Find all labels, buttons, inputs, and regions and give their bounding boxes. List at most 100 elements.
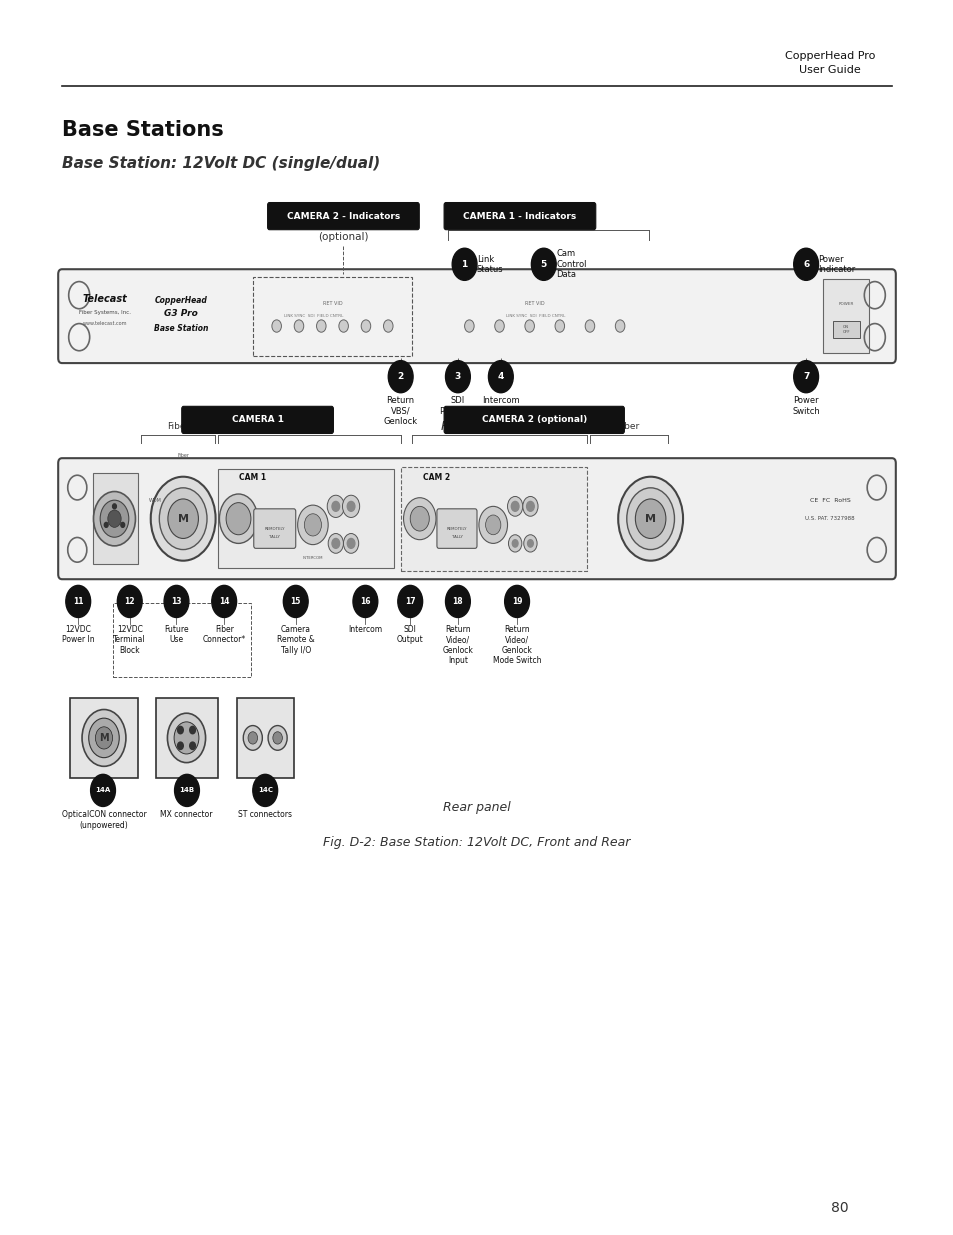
Text: Return
VBS/
Genlock: Return VBS/ Genlock [383, 396, 417, 426]
Text: 14A: 14A [95, 788, 111, 793]
Circle shape [445, 585, 470, 618]
Text: MX connector: MX connector [160, 810, 213, 819]
Circle shape [332, 538, 339, 548]
Text: Power
Indicator: Power Indicator [818, 254, 855, 274]
Text: Rear panel: Rear panel [442, 802, 511, 814]
Text: 5: 5 [540, 259, 546, 269]
Circle shape [793, 361, 818, 393]
Circle shape [248, 731, 257, 743]
Text: 18: 18 [452, 597, 463, 606]
Circle shape [151, 477, 215, 561]
Circle shape [177, 726, 183, 734]
Circle shape [397, 585, 422, 618]
Text: CAMERA 2 (optional): CAMERA 2 (optional) [481, 415, 586, 425]
Circle shape [445, 361, 470, 393]
Circle shape [531, 248, 556, 280]
Circle shape [91, 774, 115, 806]
Text: RET VID: RET VID [322, 301, 342, 306]
Text: Fiber: Fiber [177, 453, 189, 458]
Text: 12: 12 [124, 597, 135, 606]
Circle shape [117, 585, 142, 618]
Circle shape [159, 488, 207, 550]
Circle shape [478, 506, 507, 543]
Text: 80: 80 [830, 1200, 847, 1215]
Text: ST connectors: ST connectors [238, 810, 292, 819]
Bar [112, 603, 251, 677]
Text: Signal I/O: Signal I/O [287, 422, 331, 431]
Circle shape [173, 721, 198, 753]
Circle shape [410, 506, 429, 531]
Circle shape [403, 498, 436, 540]
Text: 2: 2 [397, 372, 403, 382]
Circle shape [615, 320, 624, 332]
Bar [70, 698, 138, 778]
Text: 1: 1 [461, 259, 467, 269]
Circle shape [89, 719, 119, 758]
Circle shape [304, 514, 321, 536]
Text: 14: 14 [218, 597, 230, 606]
Text: M: M [177, 514, 189, 524]
Circle shape [524, 320, 534, 332]
Circle shape [268, 726, 287, 751]
FancyBboxPatch shape [58, 458, 895, 579]
Circle shape [522, 496, 537, 516]
Text: www.telecast.com: www.telecast.com [83, 321, 127, 326]
Circle shape [626, 488, 674, 550]
Circle shape [93, 492, 135, 546]
Bar [236, 698, 294, 778]
Text: CAM 2: CAM 2 [423, 473, 450, 482]
Bar [253, 277, 412, 356]
Text: 19: 19 [511, 597, 522, 606]
Circle shape [504, 585, 529, 618]
Circle shape [388, 361, 413, 393]
Text: TALLY: TALLY [269, 535, 280, 540]
Circle shape [507, 496, 522, 516]
Text: CAMERA 2 - Indicators: CAMERA 2 - Indicators [287, 211, 399, 221]
Circle shape [66, 585, 91, 618]
Text: Telecast: Telecast [83, 294, 127, 304]
Circle shape [167, 714, 206, 763]
Circle shape [523, 535, 537, 552]
Circle shape [273, 731, 282, 743]
Text: INTERCOM: INTERCOM [302, 556, 323, 559]
Text: CE  FC  RoHS: CE FC RoHS [809, 498, 849, 503]
Text: 15: 15 [291, 597, 300, 606]
Text: Fiber
Connector*: Fiber Connector* [202, 625, 246, 645]
Circle shape [332, 501, 339, 511]
Circle shape [584, 320, 594, 332]
Text: Fig. D-2: Base Station: 12Volt DC, Front and Rear: Fig. D-2: Base Station: 12Volt DC, Front… [323, 836, 630, 848]
FancyBboxPatch shape [181, 406, 334, 433]
Text: G3 Pro: G3 Pro [164, 309, 198, 319]
Circle shape [294, 320, 303, 332]
Text: Fiber: Fiber [167, 422, 189, 431]
Bar [400, 467, 586, 571]
Text: 16: 16 [359, 597, 371, 606]
Circle shape [177, 742, 183, 750]
Circle shape [174, 774, 199, 806]
Text: 12VDC
Terminal
Block: 12VDC Terminal Block [113, 625, 146, 655]
Text: OpticalCON connector
(unpowered): OpticalCON connector (unpowered) [62, 810, 146, 830]
Text: WDM: WDM [149, 498, 162, 503]
Circle shape [272, 320, 281, 332]
Text: Base Station: 12Volt DC (single/dual): Base Station: 12Volt DC (single/dual) [62, 156, 380, 170]
Circle shape [383, 320, 393, 332]
Bar [822, 279, 868, 353]
Text: 13: 13 [171, 597, 182, 606]
Text: ON
OFF: ON OFF [841, 326, 849, 333]
Circle shape [338, 320, 348, 332]
Circle shape [95, 726, 112, 748]
Circle shape [793, 248, 818, 280]
Circle shape [342, 495, 359, 517]
FancyBboxPatch shape [253, 509, 295, 548]
Text: CopperHead Pro: CopperHead Pro [784, 51, 874, 61]
Circle shape [243, 726, 262, 751]
Circle shape [328, 534, 343, 553]
Text: User Guide: User Guide [799, 65, 860, 75]
Circle shape [618, 477, 682, 561]
Text: POWER: POWER [838, 301, 853, 306]
Text: 17: 17 [404, 597, 416, 606]
FancyBboxPatch shape [444, 406, 624, 433]
Text: CAMERA 1: CAMERA 1 [232, 415, 283, 425]
Bar [92, 473, 138, 564]
Text: Return
Video/
Genlock
Mode Switch: Return Video/ Genlock Mode Switch [493, 625, 540, 666]
